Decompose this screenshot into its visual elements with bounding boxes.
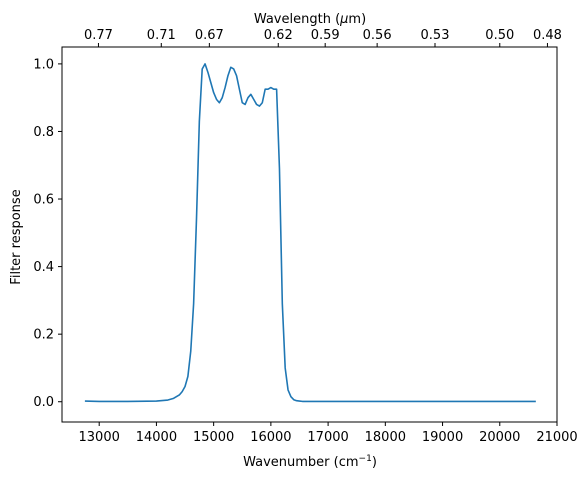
- x-axis-label-main: Wavenumber (cm: [243, 455, 358, 470]
- x2-tick-label: 0.56: [363, 28, 392, 43]
- y-tick-label: 1.0: [33, 57, 54, 72]
- y-axis: 0.0 0.2 0.4 0.6 0.8 1.0: [33, 57, 62, 410]
- x-axis-label-superscript: −1: [359, 454, 372, 464]
- x-tick-label: 17000: [307, 430, 348, 445]
- x2-tick-label: 0.48: [533, 28, 562, 43]
- y-tick-label: 0.6: [33, 193, 54, 208]
- x-axis: 13000 14000 15000 16000 17000 18000 19000 20000…: [79, 422, 578, 445]
- x-axis-label-tail: ): [372, 455, 377, 470]
- series-line-0: [84, 63, 536, 403]
- x-tick-label: 19000: [422, 430, 463, 445]
- x2-tick-label: 0.53: [421, 28, 450, 43]
- x2-tick-label: 0.71: [147, 28, 176, 43]
- x2-tick-label: 0.67: [195, 28, 224, 43]
- x-tick-label: 20000: [479, 430, 520, 445]
- x-tick-label: 13000: [79, 430, 120, 445]
- secondary-x-axis-label: Wavelength (μm): [254, 12, 366, 27]
- y-tick-label: 0.2: [33, 328, 54, 343]
- secondary-x-axis-label-tail: m): [348, 12, 366, 27]
- secondary-x-axis-label-main: Wavelength (: [254, 12, 340, 27]
- plot-area: [61, 46, 558, 423]
- y-axis-label: Filter response: [9, 189, 24, 284]
- y-tick-label: 0.8: [33, 125, 54, 140]
- y-tick-label: 0.0: [33, 395, 54, 410]
- plot-frame: [61, 46, 558, 423]
- secondary-x-axis-label-mu: μ: [339, 12, 348, 27]
- x2-tick-label: 0.77: [84, 28, 113, 43]
- x2-tick-label: 0.62: [264, 28, 293, 43]
- x-tick-label: 16000: [250, 430, 291, 445]
- x-tick-label: 15000: [193, 430, 234, 445]
- y-tick-label: 0.4: [33, 260, 54, 275]
- x-tick-label: 21000: [536, 430, 577, 445]
- x2-tick-label: 0.59: [311, 28, 340, 43]
- secondary-x-axis: 0.77 0.71 0.67 0.62 0.59 0.56 0.53 0.50 0.48: [84, 28, 562, 47]
- x-tick-label: 14000: [136, 430, 177, 445]
- x2-tick-label: 0.50: [485, 28, 514, 43]
- x-axis-label: Wavenumber (cm−1): [243, 454, 377, 470]
- x-tick-label: 18000: [365, 430, 406, 445]
